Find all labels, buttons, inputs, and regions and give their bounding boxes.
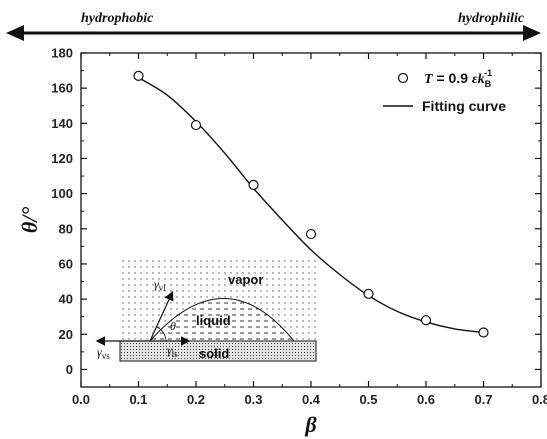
x-tick-label: 0.7 [474,392,492,407]
wetting-inset: vapor liquid solid θ γvl γls γvs [95,260,317,362]
gamma-ls-label: γls [167,343,178,359]
arrow-right-head [523,25,541,41]
liquid-fill [150,298,294,341]
y-tick-label: 40 [59,292,73,307]
x-tick-label: 0.1 [129,392,147,407]
gamma-vs-label: γvs [97,345,110,361]
x-tick-label: 0.2 [187,392,205,407]
y-tick-label: 100 [51,186,73,201]
data-markers [133,70,489,338]
data-point [363,288,374,299]
y-tick-label: 180 [51,46,73,61]
x-axis-title: β [304,412,317,437]
solid-substrate [119,340,317,362]
data-point [478,327,489,338]
liquid-label: liquid [196,313,231,328]
gamma-vl-arrow [149,290,174,342]
data-point [248,179,259,190]
data-point [133,70,144,81]
tick-labels: 0.0 0.1 0.2 0.3 0.4 0.5 0.6 0.7 0.8 0 20 40 60 80 100 1… [51,46,547,408]
data-point [420,315,432,326]
data-point [190,119,202,131]
y-tick-label: 60 [59,256,73,271]
axis-ticks [80,52,542,387]
hydro-arrow: hydrophobic hydrophilic [6,11,541,41]
hydrophilic-label: hydrophilic [458,11,525,26]
x-tick-label: 0.5 [359,392,377,407]
y-tick-label: 80 [59,221,73,236]
x-tick-label: 0.8 [532,392,547,407]
x-tick-label: 0.4 [302,392,321,407]
solid-label: solid [199,346,229,361]
arrow-left-head [6,25,24,41]
data-point [305,228,317,240]
legend-label-T: T = 0.9 εkB-1 [424,68,492,89]
y-axis-title: θ/° [17,207,42,234]
y-tick-label: 120 [51,151,73,166]
y-tick-label: 20 [59,327,73,342]
x-tick-label: 0.0 [72,392,90,407]
x-tick-label: 0.6 [417,392,435,407]
x-tick-label: 0.3 [244,392,262,407]
theta-label: θ [170,319,176,333]
theta-arc [156,326,167,342]
y-tick-label: 140 [51,116,73,131]
legend-marker-circle [397,72,409,84]
y-tick-label: 0 [66,362,73,377]
legend: T = 0.9 εkB-1 Fitting curve [383,68,506,114]
hydrophobic-label: hydrophobic [81,11,154,26]
legend-label-fit: Fitting curve [422,98,506,114]
vapor-label: vapor [228,272,263,287]
gamma-vl-label: γvl [154,277,166,293]
y-tick-label: 160 [51,81,73,96]
